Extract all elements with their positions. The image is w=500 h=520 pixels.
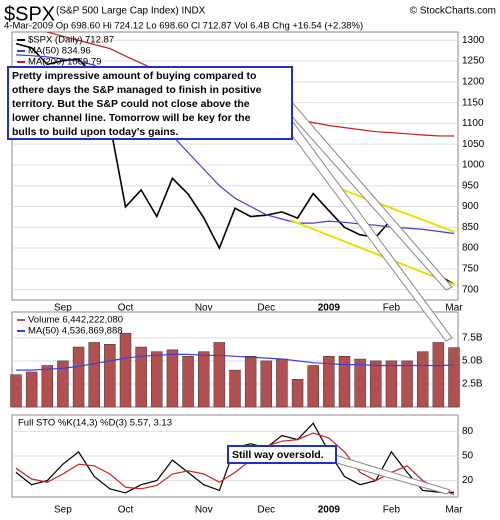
y-tick-label: 750: [462, 263, 479, 274]
annotation-text: othere days the S&P managed to finish in…: [12, 84, 262, 96]
quote: 4-Mar-2009 Op 698.60 Hi 724.12 Lo 698.60…: [4, 21, 363, 32]
index-name: (S&P 500 Large Cap Index) INDX: [56, 6, 206, 17]
legend-label: MA(50) 834.96: [28, 46, 91, 57]
volume-bar: [41, 365, 54, 408]
volume-bar: [338, 356, 351, 408]
volume-bar: [229, 369, 241, 408]
legend-label: MA(200) 1069.79: [28, 57, 101, 68]
legend-label: MA(50) 4,536,869,888: [28, 326, 123, 337]
volume-bar: [57, 360, 69, 408]
x-tick-label: Mar: [445, 505, 463, 516]
y-tick-label: 850: [462, 222, 479, 233]
annotation-text: bulls to build upon today's gains.: [12, 126, 178, 138]
volume-bar: [88, 342, 100, 408]
y-tick-label: 20: [462, 475, 474, 486]
legend-label: Volume 6,442,222,080: [28, 315, 123, 326]
volume-bar: [260, 360, 273, 408]
volume-bar: [432, 342, 445, 408]
x-tick-label: Mar: [445, 303, 463, 314]
x-tick-label: Oct: [118, 505, 134, 516]
x-tick-label: Dec: [257, 505, 275, 516]
y-tick-label: 1300: [462, 35, 485, 46]
volume-bar: [135, 346, 147, 408]
volume-bar: [197, 351, 210, 408]
y-tick-label: 80: [462, 426, 474, 437]
volume-bar: [307, 365, 319, 408]
legend-label: $SPX (Daily) 712.87: [28, 35, 114, 46]
x-tick-label: Dec: [257, 303, 275, 314]
annotation-text: Still way oversold.: [232, 449, 324, 461]
channel-line: [289, 219, 456, 286]
x-tick-label: 2009: [318, 505, 341, 516]
symbol: $SPX: [4, 3, 55, 25]
y-tick-label: 900: [462, 201, 479, 212]
x-tick-label: Nov: [195, 303, 213, 314]
x-tick-label: Oct: [118, 303, 134, 314]
x-tick-label: Nov: [195, 505, 213, 516]
volume-bar: [10, 374, 22, 408]
annotation-text: lower channel line. Tomorrow will be key…: [12, 112, 251, 124]
volume-bar: [25, 371, 38, 408]
x-tick-label: Feb: [383, 303, 401, 314]
volume-bar: [104, 344, 116, 408]
y-tick-label: 950: [462, 180, 479, 191]
copyright: © StockCharts.com: [410, 6, 496, 17]
y-tick-label: 1250: [462, 56, 485, 67]
y-tick-label: 700: [462, 284, 479, 295]
annotation-box: [7, 66, 293, 140]
channel-line: [337, 187, 456, 233]
y-tick-label: 1050: [462, 139, 485, 150]
y-tick-label: 2.5B: [462, 379, 483, 390]
volume-bar: [323, 356, 335, 408]
volume-bar: [151, 351, 163, 408]
x-tick-label: 2009: [318, 303, 341, 314]
volume-bar: [416, 351, 429, 408]
volume-bar: [213, 342, 226, 408]
y-tick-label: 1000: [462, 160, 485, 171]
y-tick-label: 1200: [462, 77, 485, 88]
y-tick-label: 800: [462, 243, 479, 254]
annotation-text: Pretty impressive amount of buying compa…: [12, 70, 256, 82]
volume-bar: [182, 356, 194, 408]
volume-bar: [244, 356, 257, 408]
annotation-text: territory. But the S&P could not close a…: [12, 98, 250, 110]
volume-bar: [354, 358, 366, 408]
y-tick-label: 50: [462, 451, 474, 462]
y-tick-label: 7.5B: [462, 332, 483, 343]
x-tick-label: Sep: [54, 505, 72, 516]
volume-bar: [276, 358, 288, 408]
volume-bar: [385, 360, 398, 408]
plot: [10, 332, 460, 408]
y-tick-label: 1150: [462, 97, 484, 108]
x-tick-label: Feb: [383, 505, 401, 516]
volume-bar: [370, 360, 382, 408]
series-line: [16, 353, 455, 371]
annotation-box: [227, 445, 337, 464]
volume-bar: [448, 347, 460, 408]
volume-bar: [166, 349, 179, 408]
panel-title: Full STO %K(14,3) %D(3) 5.57, 3.13: [18, 418, 172, 429]
volume-bar: [72, 346, 85, 408]
volume-bar: [119, 332, 132, 408]
series-line: [15, 54, 455, 235]
x-tick-label: Sep: [54, 303, 72, 314]
y-tick-label: 5.0B: [462, 356, 483, 367]
volume-bar: [291, 379, 304, 408]
y-tick-label: 1100: [462, 118, 484, 129]
series-line: [15, 432, 455, 495]
volume-bar: [401, 360, 413, 408]
